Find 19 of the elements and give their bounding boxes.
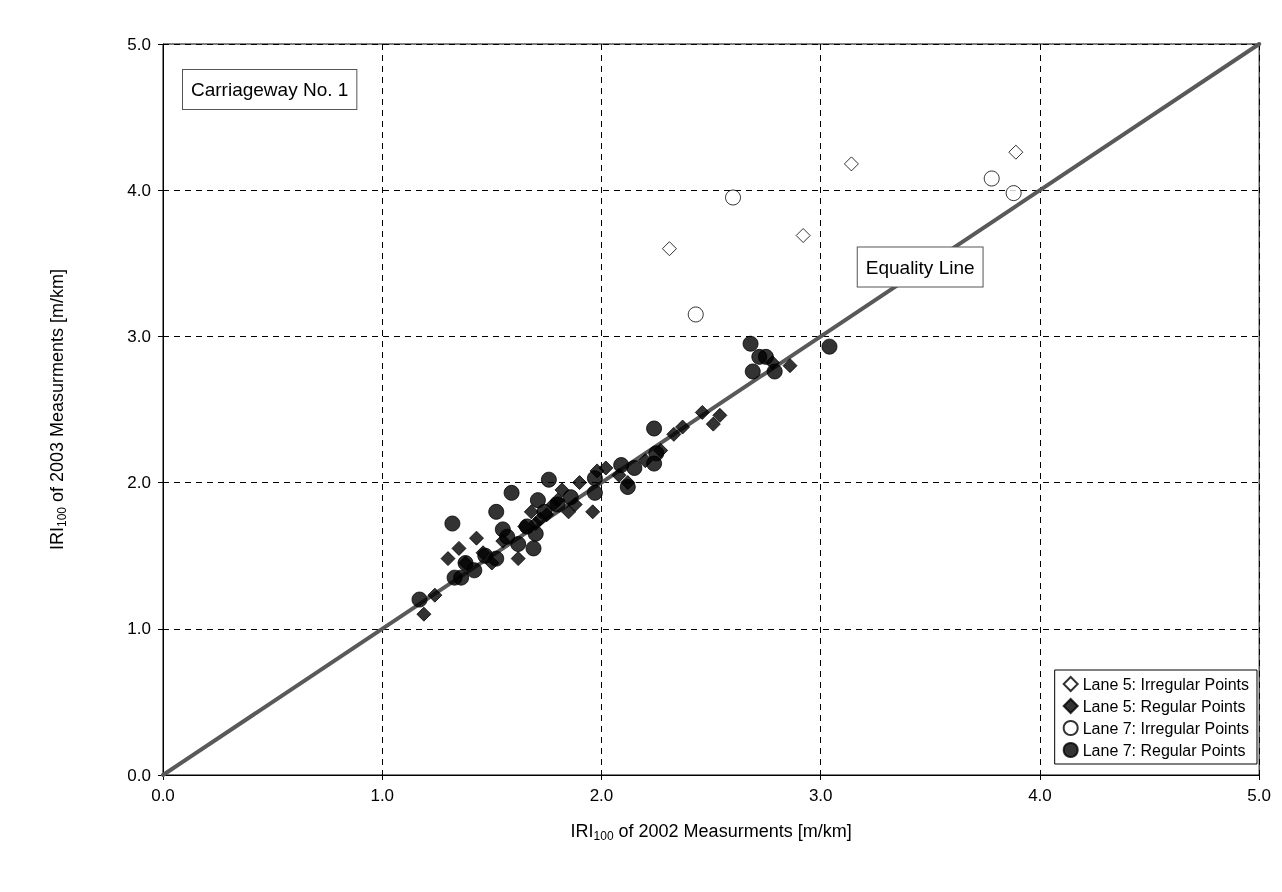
y-tick-label: 2.0 [127, 473, 151, 493]
x-tick-label: 0.0 [151, 786, 175, 805]
y-tick-label: 1.0 [127, 619, 151, 639]
y-tick-label: 4.0 [127, 180, 151, 200]
x-tick-label: 5.0 [1247, 786, 1271, 805]
annotation: Equality Line [865, 256, 975, 278]
legend-label: Lane 7: Irregular Points [1082, 719, 1250, 737]
y-tick-label: 5.0 [127, 34, 151, 54]
y-axis-title: IRI100 of 2003 Measurments [m/km] [47, 268, 69, 551]
legend-label: Lane 5: Regular Points [1082, 697, 1246, 715]
y-tick-label: 3.0 [127, 326, 151, 346]
y-tick-label: 0.0 [127, 765, 151, 785]
legend-label: Lane 5: Irregular Points [1082, 675, 1250, 693]
annotation: Carriageway No. 1 [191, 79, 349, 100]
x-tick-label: 2.0 [589, 786, 614, 805]
x-tick-label: 1.0 [370, 786, 395, 805]
legend-label: Lane 7: Regular Points [1082, 741, 1246, 759]
x-tick-label: 4.0 [1028, 786, 1052, 805]
x-tick-label: 3.0 [808, 786, 833, 805]
